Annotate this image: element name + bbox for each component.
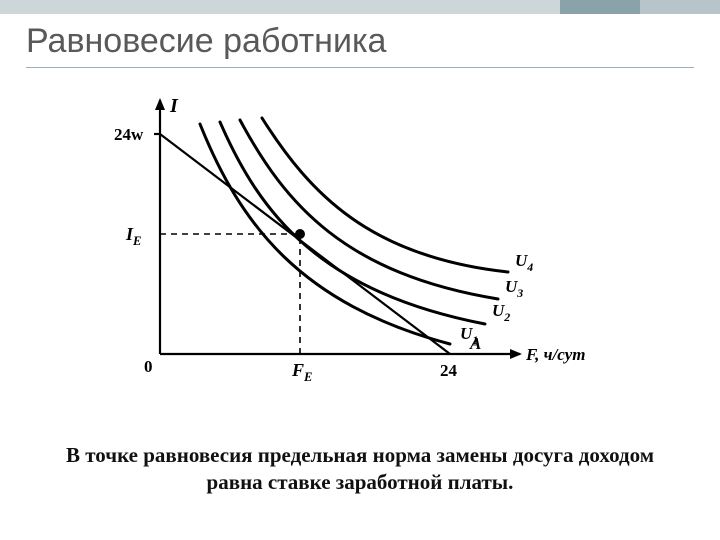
svg-text:F, ч/сут: F, ч/сут xyxy=(525,345,586,364)
page-title: Равновесие работника xyxy=(26,22,694,61)
svg-text:A: A xyxy=(469,334,481,353)
equilibrium-chart: IF, ч/сут024wIEFE24U1U2U3U4A xyxy=(90,94,590,404)
title-underline xyxy=(26,67,694,68)
chart-svg: IF, ч/сут024wIEFE24U1U2U3U4A xyxy=(90,94,590,404)
stripe-segment xyxy=(560,0,640,14)
svg-text:U2: U2 xyxy=(492,301,510,324)
stripe-segment xyxy=(0,0,560,14)
svg-text:U3: U3 xyxy=(505,277,523,300)
svg-text:24: 24 xyxy=(440,361,458,380)
svg-text:U4: U4 xyxy=(515,251,533,274)
caption-text: В точке равновесия предельная норма заме… xyxy=(40,442,680,496)
stripe-segment xyxy=(640,0,720,14)
svg-text:24w: 24w xyxy=(114,125,144,144)
svg-text:I: I xyxy=(169,95,179,117)
svg-text:0: 0 xyxy=(144,357,153,376)
title-block: Равновесие работника xyxy=(26,22,694,68)
header-stripe xyxy=(0,0,720,14)
svg-text:IE: IE xyxy=(125,224,141,248)
svg-text:FE: FE xyxy=(291,360,312,384)
